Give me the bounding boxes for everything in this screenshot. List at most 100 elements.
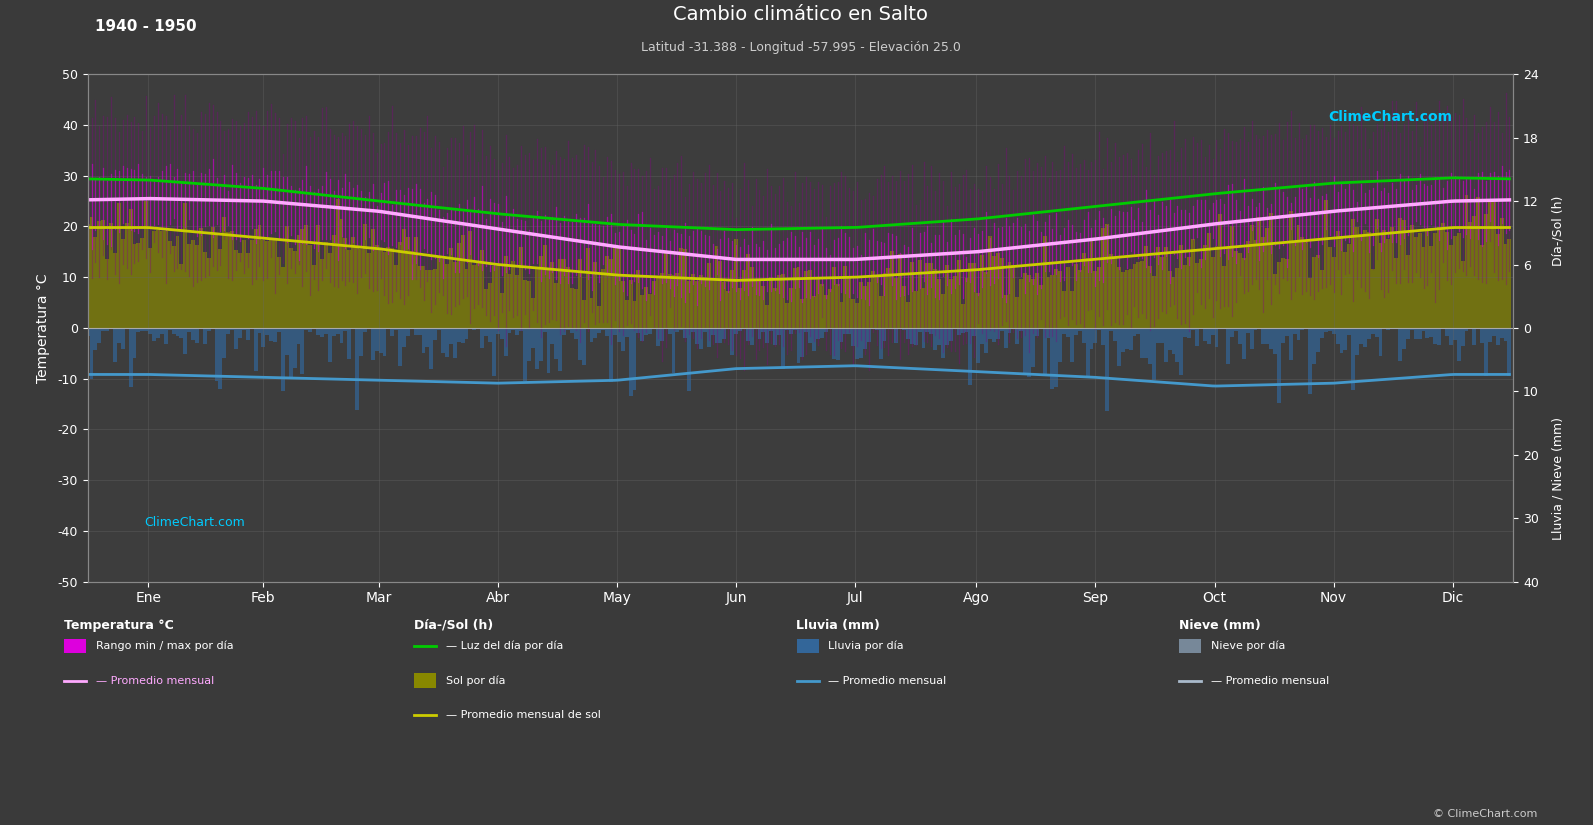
Bar — [621, 328, 624, 351]
Bar — [859, 328, 863, 358]
Bar — [1243, 257, 1246, 328]
Bar — [355, 248, 358, 328]
Bar — [672, 275, 675, 328]
Bar — [1262, 238, 1265, 328]
Bar — [656, 328, 660, 346]
Bar — [703, 277, 707, 328]
Bar — [683, 328, 687, 338]
Bar — [258, 328, 261, 333]
Bar — [543, 245, 546, 328]
Bar — [1378, 328, 1383, 356]
Text: Lluvia por día: Lluvia por día — [828, 641, 903, 651]
Bar — [527, 328, 530, 361]
Bar — [269, 238, 272, 328]
Bar — [245, 253, 250, 328]
Bar — [969, 263, 972, 328]
Bar — [801, 328, 804, 356]
Bar — [1160, 328, 1164, 342]
Bar — [1235, 251, 1238, 328]
Bar — [250, 240, 253, 328]
Bar — [750, 328, 753, 345]
Bar — [546, 328, 551, 373]
Bar — [890, 252, 894, 328]
Bar — [320, 328, 323, 337]
Bar — [523, 280, 527, 328]
Bar — [543, 328, 546, 332]
Bar — [390, 248, 393, 328]
Bar — [875, 328, 879, 330]
Bar — [613, 246, 616, 328]
Bar — [828, 328, 832, 329]
Bar — [679, 328, 683, 330]
Bar — [624, 328, 629, 337]
Bar — [573, 328, 578, 338]
Bar — [1281, 328, 1286, 342]
Bar — [121, 328, 124, 349]
Bar — [918, 328, 922, 332]
Bar — [1230, 226, 1235, 328]
Bar — [1066, 328, 1070, 337]
Bar — [1410, 328, 1413, 330]
Bar — [875, 275, 879, 328]
Bar — [601, 328, 605, 330]
Bar — [449, 248, 452, 328]
Bar — [422, 328, 425, 353]
Bar — [1496, 328, 1499, 346]
Bar — [401, 229, 406, 328]
Bar — [1469, 222, 1472, 328]
Bar — [473, 328, 476, 330]
Bar — [804, 328, 808, 332]
Bar — [1445, 328, 1450, 336]
Bar — [102, 220, 105, 328]
Bar — [371, 229, 374, 328]
Bar — [730, 328, 734, 355]
Bar — [1496, 233, 1499, 328]
Bar — [180, 328, 183, 338]
Bar — [479, 328, 484, 348]
Bar — [1289, 210, 1292, 328]
Bar — [1407, 255, 1410, 328]
Bar — [1157, 248, 1160, 328]
Bar — [902, 286, 906, 328]
Bar — [1012, 266, 1015, 328]
Bar — [1493, 202, 1496, 328]
Bar — [1179, 244, 1184, 328]
Bar — [1070, 328, 1074, 362]
Bar — [601, 269, 605, 328]
Bar — [452, 262, 457, 328]
Bar — [1281, 257, 1286, 328]
Bar — [566, 328, 570, 330]
Bar — [867, 282, 871, 328]
Bar — [476, 263, 479, 328]
Bar — [465, 269, 468, 328]
Bar — [988, 328, 992, 339]
Bar — [358, 248, 363, 328]
Bar — [667, 328, 672, 334]
Bar — [180, 265, 183, 328]
Bar — [1195, 263, 1200, 328]
Bar — [1289, 328, 1292, 360]
Bar — [1418, 233, 1421, 328]
Bar — [328, 328, 331, 361]
Bar — [953, 328, 957, 329]
Bar — [922, 289, 926, 328]
Bar — [183, 203, 188, 328]
Bar — [280, 267, 285, 328]
Bar — [1047, 328, 1050, 338]
Bar — [1219, 214, 1222, 328]
Bar — [1464, 328, 1469, 331]
Bar — [910, 328, 914, 344]
Bar — [304, 224, 309, 328]
Bar — [613, 328, 616, 336]
Bar — [116, 328, 121, 343]
Bar — [1230, 328, 1235, 337]
Bar — [922, 328, 926, 347]
Bar — [715, 328, 718, 342]
Bar — [1270, 328, 1273, 349]
Bar — [116, 203, 121, 328]
Bar — [1375, 328, 1378, 337]
Bar — [1332, 328, 1335, 334]
Bar — [691, 274, 695, 328]
Bar — [1168, 271, 1171, 328]
Bar — [1343, 328, 1348, 350]
